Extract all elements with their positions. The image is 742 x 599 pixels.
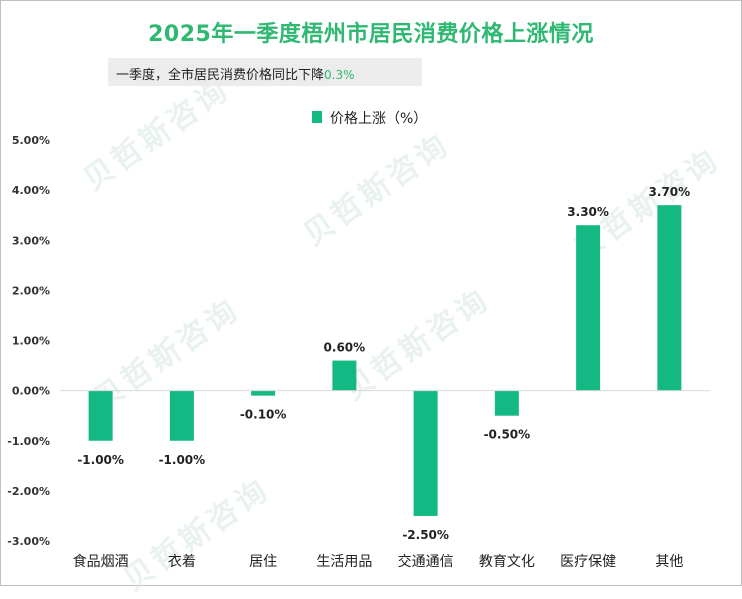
subtitle-text: 一季度，全市居民消费价格同比下降0.3% (116, 64, 355, 83)
bar-2 (169, 390, 194, 441)
x-tick-label: 生活用品 (316, 554, 372, 570)
y-tick-label: -2.00% (7, 485, 50, 498)
x-tick-label: 其他 (655, 554, 683, 570)
x-axis: 食品烟酒 衣着 居住 生活用品 交通通信 教育文化 医疗保健 其他 (60, 390, 710, 570)
chart-frame (0, 0, 742, 586)
subtitle-label: 一季度，全市居民消费价格同比下降 (116, 68, 325, 83)
y-tick-label: -3.00% (7, 535, 50, 548)
y-tick-label: -1.00% (7, 435, 50, 448)
y-tick-label: 2.00% (12, 284, 50, 297)
data-label: -0.50% (484, 428, 531, 442)
bar-1 (88, 390, 113, 441)
data-label: -1.00% (159, 453, 206, 467)
bar-chart: 5.00% 4.00% 3.00% 2.00% 1.00% 0.00% -1.00% -2.0… (7, 134, 710, 570)
y-tick-label: 5.00% (12, 134, 50, 147)
bar-3 (251, 390, 276, 396)
x-tick-label: 居住 (249, 554, 277, 570)
subtitle-box: 一季度，全市居民消费价格同比下降0.3% (108, 58, 422, 86)
y-tick-label: 1.00% (12, 335, 50, 348)
x-tick-label: 教育文化 (479, 554, 535, 570)
data-label: -0.10% (240, 408, 287, 422)
y-tick-label: 3.00% (12, 234, 50, 247)
bars: -1.00% -1.00% -0.10% 0.60% -2.50% -0.50% 3.30%… (77, 185, 690, 542)
y-tick-label: 4.00% (12, 184, 50, 197)
y-axis: 5.00% 4.00% 3.00% 2.00% 1.00% 0.00% -1.00% -2.0… (7, 134, 50, 548)
subtitle-value: 0.3% (324, 68, 355, 82)
bar-5 (413, 390, 438, 516)
bar-8 (657, 205, 682, 391)
y-tick-label: 0.00% (12, 385, 50, 398)
x-tick-label: 衣着 (168, 554, 196, 570)
data-label: 3.30% (567, 205, 609, 219)
data-label: -2.50% (402, 528, 449, 542)
x-tick-label: 医疗保健 (560, 554, 616, 570)
data-label: -1.00% (77, 453, 124, 467)
bar-6 (494, 390, 519, 416)
legend-swatch (312, 111, 322, 123)
x-tick-label: 食品烟酒 (73, 553, 129, 570)
x-tick-label: 交通通信 (398, 553, 454, 570)
legend-label: 价格上涨（%） (330, 111, 428, 127)
chart-title: 2025年一季度梧州市居民消费价格上涨情况 (148, 22, 594, 47)
data-label: 3.70% (649, 185, 691, 199)
data-label: 0.60% (324, 341, 366, 355)
bar-7 (576, 225, 601, 391)
bar-4 (332, 360, 357, 391)
